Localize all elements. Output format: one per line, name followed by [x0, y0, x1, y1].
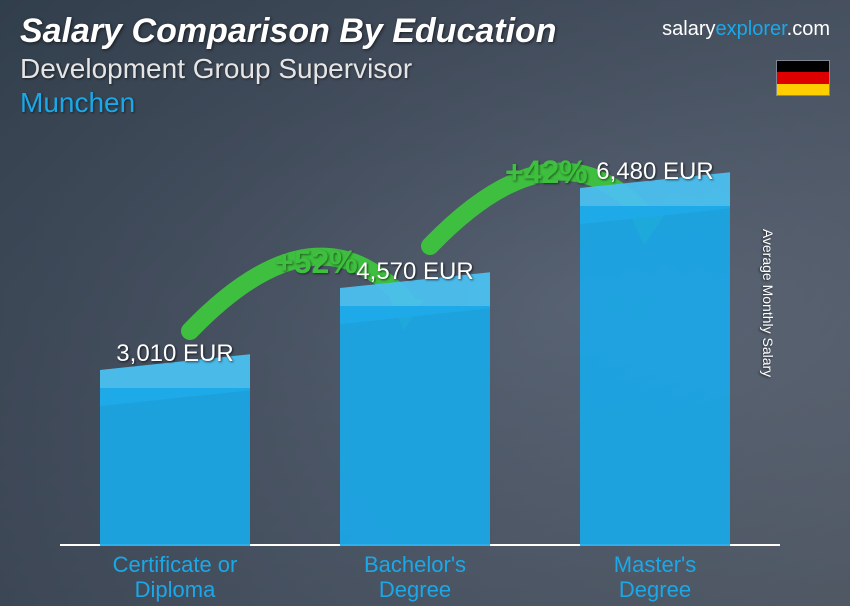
bar-body	[100, 388, 250, 546]
bar-0: 3,010 EURCertificate orDiploma	[100, 388, 250, 546]
bar-category-label: Certificate orDiploma	[75, 552, 275, 603]
bar-body	[580, 206, 730, 546]
bar-chart: 3,010 EURCertificate orDiploma4,570 EURB…	[60, 136, 780, 606]
bar-2: 6,480 EURMaster'sDegree	[580, 206, 730, 546]
bar-body	[340, 306, 490, 546]
flag-stripe	[777, 61, 829, 72]
chart-subtitle: Development Group Supervisor	[20, 53, 830, 85]
brand-prefix: salary	[662, 18, 715, 40]
brand-accent: explorer	[716, 18, 787, 40]
flag-stripe	[777, 72, 829, 83]
bar-front-face	[340, 306, 490, 546]
country-flag-germany	[776, 60, 830, 96]
bar-category-label: Bachelor'sDegree	[315, 552, 515, 603]
brand-suffix: .com	[787, 18, 830, 40]
bar-front-face	[580, 206, 730, 546]
bar-value-label: 3,010 EUR	[75, 340, 275, 368]
bar-category-label: Master'sDegree	[555, 552, 755, 603]
pct-increase-label-1: +42%	[505, 154, 588, 191]
bar-front-face	[100, 388, 250, 546]
pct-increase-label-0: +52%	[275, 244, 358, 281]
bar-1: 4,570 EURBachelor'sDegree	[340, 306, 490, 546]
chart-location: Munchen	[20, 87, 830, 119]
brand-logo: salaryexplorer.com	[662, 18, 830, 41]
flag-stripe	[777, 84, 829, 95]
